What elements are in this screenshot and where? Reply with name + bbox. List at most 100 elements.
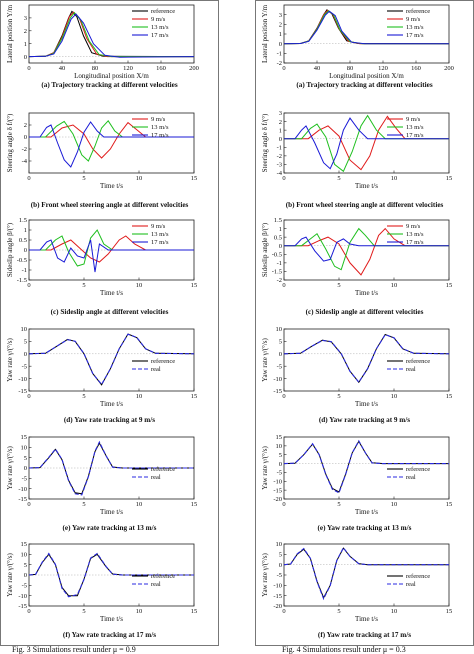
y-tick-label: -15 — [18, 496, 27, 503]
y-tick-label: -10 — [18, 593, 27, 600]
x-tick-label: 5 — [82, 175, 85, 182]
x-tick-label: 160 — [411, 65, 421, 72]
series-line-13-m-s — [284, 227, 449, 271]
figure-4: 0 40 80 120 160 200 -2 -1 0 1 2 3 reference 9 m/s 13 m… — [255, 0, 474, 646]
series-line-17-m-s — [29, 121, 194, 168]
y-tick-label: -20 — [273, 496, 282, 503]
legend-label: reference — [406, 466, 430, 473]
series-line-17-m-s — [29, 239, 194, 273]
x-tick-label: 80 — [347, 65, 354, 72]
legend-label: 9 m/s — [151, 223, 166, 230]
plot-frame — [283, 328, 450, 392]
x-axis-label: Time t/s — [100, 182, 123, 190]
y-tick-label: -2 — [277, 153, 282, 160]
x-axis-label: Time t/s — [355, 400, 378, 408]
series-line-13-m-s — [283, 10, 449, 45]
y-tick-label: -10 — [273, 376, 282, 383]
panel-caption: (e) Yaw rate tracking at 13 m/s — [62, 524, 157, 532]
x-tick-label: 10 — [136, 608, 143, 615]
x-tick-label: 5 — [82, 393, 85, 400]
series-line-9-m-s — [284, 227, 449, 276]
y-tick-label: -20 — [273, 603, 282, 610]
legend-label: reference — [406, 573, 430, 580]
x-tick-label: 10 — [136, 393, 143, 400]
x-axis-label: Longitudinal position X/m — [74, 72, 149, 80]
series-line-real — [283, 334, 450, 384]
x-tick-label: 10 — [391, 608, 398, 615]
panel-fig3-e: 0 5 10 15 -15 -10 -5 0 5 10 15 reference real Time t/… — [1, 431, 218, 538]
y-axis-label: Yaw rate γ/(°/s) — [6, 553, 14, 597]
x-axis-label: Time t/s — [355, 182, 378, 190]
series-line-9-m-s — [29, 121, 194, 159]
x-tick-label: 0 — [282, 608, 285, 615]
y-tick-label: 5 — [279, 452, 282, 459]
panel-caption: (c) Sideslip angle at different velociti… — [50, 308, 169, 316]
y-tick-label: -1 — [277, 51, 282, 58]
x-tick-label: 15 — [191, 393, 198, 400]
y-tick-label: -2 — [22, 146, 27, 153]
x-tick-label: 10 — [391, 501, 398, 508]
y-tick-label: 0 — [279, 136, 282, 143]
x-tick-label: 15 — [446, 608, 453, 615]
y-tick-label: 5 — [24, 562, 27, 569]
y-tick-label: 15 — [21, 541, 28, 548]
x-axis-label: Time t/s — [100, 289, 123, 297]
legend-label: 17 m/s — [406, 239, 424, 246]
x-tick-label: 15 — [446, 501, 453, 508]
legend-label: reference — [151, 358, 175, 365]
panel-caption: (f) Yaw rate tracking at 17 m/s — [62, 631, 157, 639]
x-tick-label: 10 — [391, 282, 398, 289]
x-tick-label: 120 — [123, 65, 133, 72]
y-axis-label: Steering angle δ f/(°) — [261, 113, 269, 172]
legend-label: 9 m/s — [406, 116, 421, 123]
y-tick-label: -5 — [22, 583, 27, 590]
plot-frame — [283, 219, 450, 281]
y-tick-label: 0 — [279, 562, 282, 569]
x-axis-label: Time t/s — [100, 400, 123, 408]
y-tick-label: -1 — [277, 144, 282, 151]
plot-frame — [28, 328, 195, 392]
y-tick-label: -15 — [273, 593, 282, 600]
y-tick-label: 0 — [24, 351, 27, 358]
y-tick-label: 0 — [24, 247, 27, 254]
x-tick-label: 40 — [314, 65, 321, 72]
series-line-9-m-s — [28, 11, 194, 58]
x-tick-label: 0 — [27, 608, 30, 615]
x-tick-label: 0 — [27, 282, 30, 289]
x-tick-label: 5 — [337, 608, 340, 615]
x-tick-label: 15 — [446, 282, 453, 289]
y-tick-label: 1 — [24, 227, 27, 234]
series-line-17-m-s — [28, 13, 195, 58]
y-tick-label: 2 — [24, 122, 27, 129]
y-tick-label: -5 — [277, 572, 282, 579]
legend-label: real — [406, 474, 416, 481]
x-tick-label: 5 — [337, 393, 340, 400]
legend-label: 13 m/s — [406, 124, 424, 131]
y-tick-label: 2 — [279, 22, 282, 29]
x-tick-label: 0 — [282, 501, 285, 508]
y-tick-label: 2 — [279, 119, 282, 126]
x-axis-label: Time t/s — [100, 508, 123, 516]
y-tick-label: -2 — [277, 60, 282, 67]
y-tick-label: -4 — [22, 158, 28, 165]
x-tick-label: 5 — [337, 501, 340, 508]
legend-label: 17 m/s — [151, 32, 169, 39]
y-tick-label: 5 — [279, 552, 282, 559]
y-tick-label: -5 — [22, 363, 27, 370]
panel-fig3-c: 0 5 10 15 -1.5 -1 -0.5 0 0.5 1 1.5 9 m/s 13 m/s 17 m/… — [1, 216, 218, 323]
y-axis-label: Yaw rate γ/(°/s) — [6, 338, 14, 382]
y-tick-label: 0 — [24, 134, 27, 141]
series-line-9-m-s — [283, 9, 449, 45]
y-tick-label: -3 — [277, 162, 282, 169]
panel-fig4-b: 0 5 10 15 -4 -3 -2 -1 0 1 2 3 9 m/s 13 m/s 17 m/s Time … — [256, 109, 473, 216]
legend-label: real — [151, 366, 161, 373]
y-tick-label: -10 — [273, 478, 282, 485]
series-line-17-m-s — [284, 117, 449, 170]
legend-label: 9 m/s — [151, 116, 166, 123]
plot-frame — [28, 112, 195, 174]
x-tick-label: 15 — [446, 393, 453, 400]
